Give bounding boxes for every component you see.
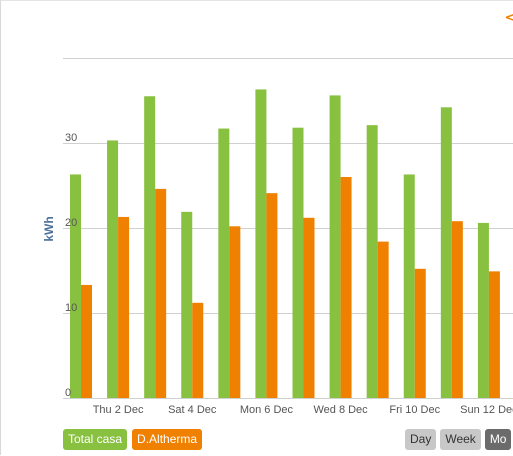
bar-d-altherma[interactable] [155,188,167,398]
bar-total-casa[interactable] [366,125,378,399]
bar-d-altherma[interactable] [414,268,426,398]
bar-d-altherma[interactable] [118,216,130,398]
bar-total-casa[interactable] [144,96,156,398]
x-tick-label: Mon 6 Dec [240,404,294,416]
bar-total-casa[interactable] [329,95,341,399]
x-tick-label: Sun 12 Dec [460,404,513,416]
y-tick-label: 30 [65,132,77,144]
bar-d-altherma[interactable] [451,221,463,398]
x-tick-label: Wed 8 Dec [313,404,368,416]
grid-lines [63,58,513,399]
bar-total-casa[interactable] [255,89,267,398]
range-selector: Day Week Mo [405,429,512,450]
bars [70,89,500,399]
y-tick-label: 0 [65,387,71,399]
bar-d-altherma[interactable] [377,241,389,398]
bar-d-altherma[interactable] [192,302,204,398]
bar-d-altherma[interactable] [229,226,241,398]
bar-total-casa[interactable] [107,140,119,398]
bar-d-altherma[interactable] [303,217,315,398]
bar-total-casa[interactable] [218,128,230,399]
previous-period-button[interactable]: < [504,7,513,28]
legend: Total casa D.Altherma [63,429,203,450]
range-button-day[interactable]: Day [405,429,437,450]
bar-total-casa[interactable] [70,174,81,398]
y-tick-label: 10 [65,302,77,314]
legend-item-d-altherma[interactable]: D.Altherma [132,429,203,450]
range-button-week[interactable]: Week [440,429,481,450]
bar-d-altherma[interactable] [488,271,500,398]
bar-d-altherma[interactable] [340,177,352,398]
bar-d-altherma[interactable] [81,284,92,398]
range-button-mo[interactable]: Mo [484,429,512,450]
x-tick-label: Fri 10 Dec [389,404,440,416]
y-tick-label: 20 [65,217,77,229]
bar-d-altherma[interactable] [266,193,278,398]
bar-total-casa[interactable] [477,222,489,398]
bar-total-casa[interactable] [181,211,193,398]
bar-total-casa[interactable] [292,127,304,398]
y-axis-label: kWh [42,216,56,241]
bar-total-casa[interactable] [440,107,452,399]
legend-item-total-casa[interactable]: Total casa [63,429,128,450]
x-tick-label: Sat 4 Dec [168,404,217,416]
axes: 0 10 20 30 Thu 2 Dec Sat 4 Dec Mon 6 Dec Wed 8 … [65,132,513,416]
bar-total-casa[interactable] [403,174,415,398]
x-tick-label: Thu 2 Dec [93,404,144,416]
